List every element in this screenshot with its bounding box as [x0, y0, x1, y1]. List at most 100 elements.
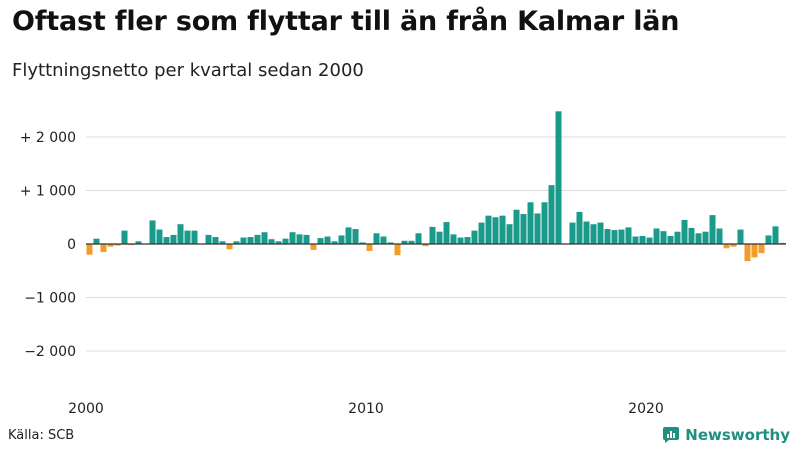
- bars: [86, 111, 786, 262]
- bar: [716, 228, 723, 244]
- bar: [520, 214, 527, 244]
- bar: [576, 211, 583, 244]
- bar: [513, 209, 520, 244]
- bar: [86, 244, 93, 255]
- bar: [366, 244, 373, 251]
- bar: [485, 215, 492, 244]
- bar: [373, 233, 380, 244]
- bar: [688, 227, 695, 244]
- bar: [135, 241, 142, 244]
- bar: [541, 202, 548, 244]
- bar: [758, 244, 765, 254]
- bar: [380, 236, 387, 244]
- bar: [632, 236, 639, 244]
- grid-lines: [86, 136, 786, 352]
- bar: [205, 234, 212, 244]
- bar: [618, 229, 625, 244]
- bar: [730, 244, 737, 247]
- bar: [310, 244, 317, 250]
- bar: [667, 235, 674, 244]
- bar: [597, 222, 604, 244]
- bar: [408, 240, 415, 244]
- bar: [464, 237, 471, 244]
- bar: [254, 234, 261, 244]
- bar: [394, 244, 401, 256]
- bar: [695, 233, 702, 244]
- bar: [653, 228, 660, 244]
- bar: [345, 227, 352, 244]
- bar: [184, 230, 191, 245]
- bar: [338, 235, 345, 244]
- y-axis-labels: + 2 000 + 1 000 0 −1 000 −2 000: [20, 130, 76, 360]
- bar: [646, 237, 653, 244]
- bar: [534, 213, 541, 244]
- bar: [296, 234, 303, 244]
- bar: [219, 241, 226, 244]
- bar: [107, 244, 114, 247]
- bar: [450, 234, 457, 244]
- y-tick-label: 0: [67, 237, 76, 253]
- bar: [331, 241, 338, 244]
- bar: [499, 215, 506, 244]
- brand-name: Newsworthy: [685, 426, 790, 444]
- bar: [275, 241, 282, 244]
- bar: [569, 222, 576, 244]
- bar: [709, 215, 716, 244]
- bar: [625, 227, 632, 244]
- bar: [674, 231, 681, 244]
- bar: [478, 222, 485, 244]
- chart-subtitle: Flyttningsnetto per kvartal sedan 2000: [12, 60, 364, 81]
- bar: [156, 229, 163, 244]
- chart-title: Oftast fler som flyttar till än från Kal…: [12, 6, 680, 37]
- bar: [506, 224, 513, 244]
- bar: [604, 229, 611, 244]
- bar: [352, 229, 359, 244]
- bar: [233, 241, 240, 244]
- bar: [163, 237, 170, 244]
- bar: [387, 242, 394, 244]
- bar: [268, 239, 275, 244]
- bar: [149, 220, 156, 244]
- bar: [247, 237, 254, 244]
- bar: [303, 234, 310, 244]
- bar: [226, 244, 233, 250]
- bar: [737, 229, 744, 244]
- bar: [555, 111, 562, 244]
- bar: [401, 240, 408, 244]
- brand-logo: Newsworthy: [662, 426, 790, 444]
- bar: [170, 234, 177, 244]
- bar: [121, 230, 128, 245]
- x-tick-label: 2020: [628, 401, 664, 417]
- bar: [212, 237, 219, 244]
- bar: [93, 238, 100, 244]
- bar: [436, 231, 443, 244]
- bar: [282, 238, 289, 244]
- bar: [114, 244, 121, 246]
- bar: [611, 230, 618, 244]
- x-tick-label: 2010: [348, 401, 384, 417]
- bar: [702, 231, 709, 244]
- bar: [492, 217, 499, 244]
- x-tick-label: 2000: [68, 401, 104, 417]
- bar: [289, 232, 296, 244]
- bar: [639, 235, 646, 244]
- bar: [660, 231, 667, 244]
- y-tick-label: −2 000: [24, 344, 76, 360]
- bar: [751, 244, 758, 258]
- bar: [765, 235, 772, 244]
- newsworthy-chart-icon: [663, 427, 680, 443]
- y-tick-label: −1 000: [24, 291, 76, 307]
- bar: [261, 232, 268, 244]
- bar: [590, 224, 597, 244]
- bar: [422, 244, 429, 247]
- bar: [191, 230, 198, 245]
- bar: [548, 185, 555, 244]
- bar: [100, 244, 107, 253]
- bar: [583, 221, 590, 244]
- y-tick-label: + 1 000: [20, 184, 76, 200]
- bar: [415, 233, 422, 244]
- y-tick-label: + 2 000: [20, 130, 76, 146]
- source-note: Källa: SCB: [8, 428, 75, 443]
- bar: [527, 202, 534, 244]
